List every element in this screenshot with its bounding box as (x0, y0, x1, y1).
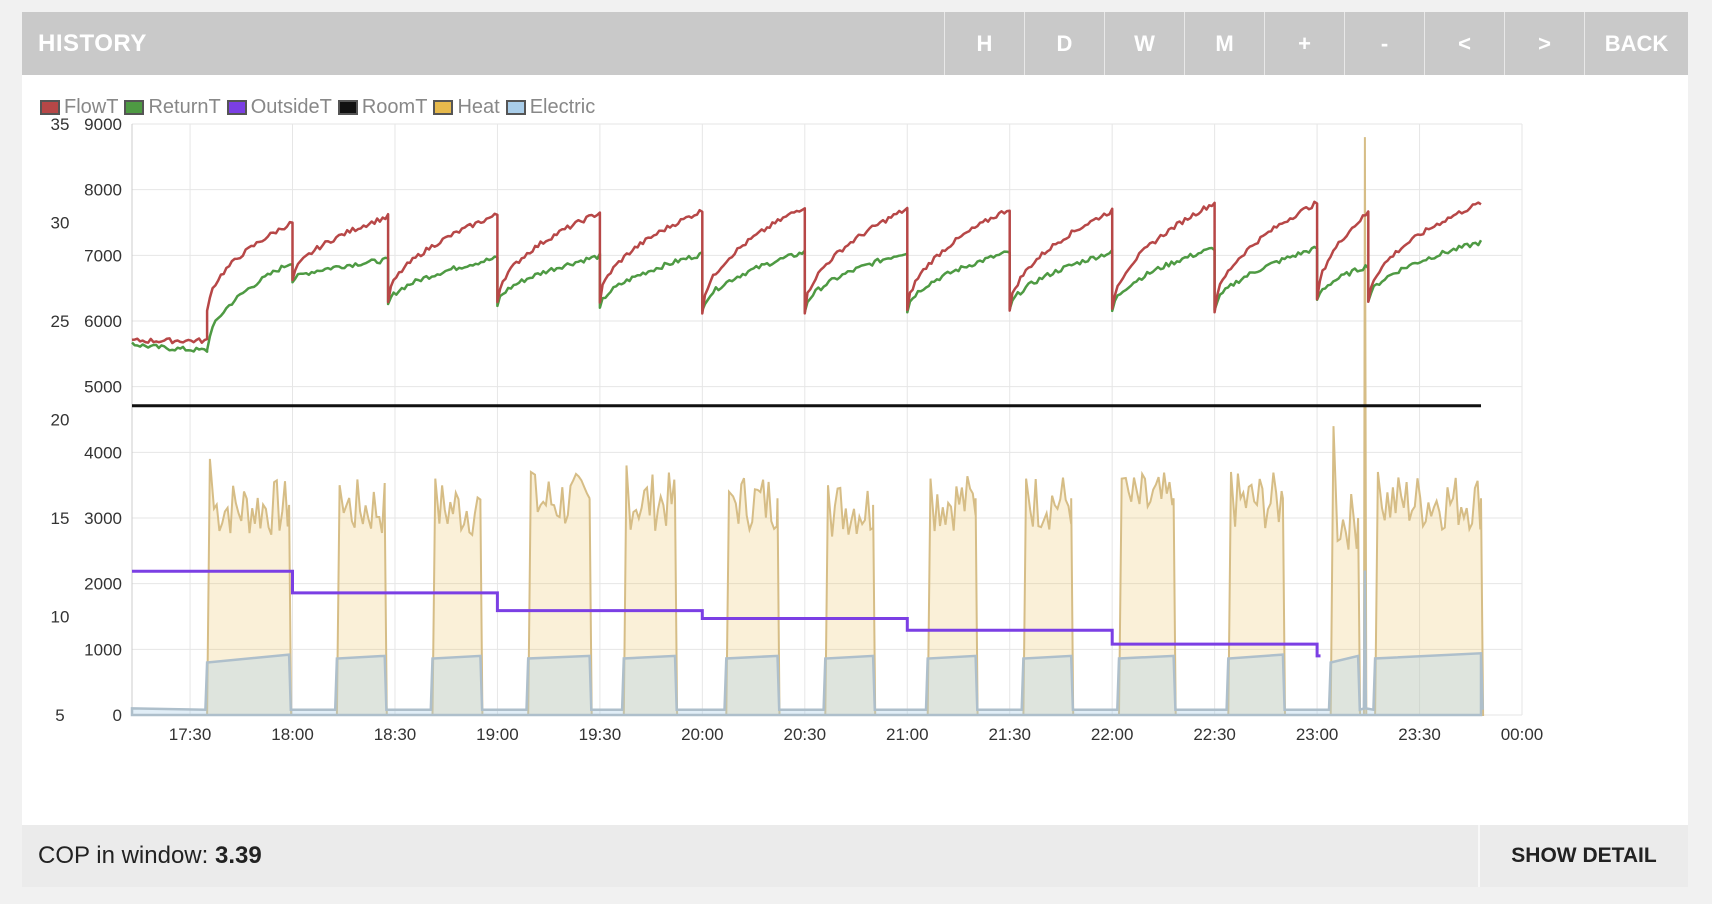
y-right-tick-label: 0 (113, 706, 122, 725)
y-right-tick-label: 4000 (84, 443, 122, 462)
y-left-tick-label: 30 (51, 214, 70, 233)
flowt-series-line (131, 200, 1482, 345)
x-tick-label: 21:30 (988, 725, 1031, 744)
y-right-tick-label: 9000 (84, 115, 122, 134)
y-left-tick-label: 20 (51, 411, 70, 430)
legend-item-roomt[interactable]: RoomT (337, 95, 428, 119)
legend-item-outsidet[interactable]: OutsideT (226, 95, 332, 119)
legend-label-flowt: FlowT (64, 95, 119, 118)
legend-label-heat: Heat (457, 95, 500, 118)
x-tick-label: 20:30 (784, 725, 827, 744)
legend-label-electric: Electric (529, 95, 596, 118)
legend-label-roomt: RoomT (361, 95, 428, 118)
day-button[interactable]: D (1024, 12, 1104, 75)
pan-right-button[interactable]: > (1504, 12, 1584, 75)
back-button[interactable]: BACK (1584, 12, 1688, 75)
x-tick-label: 20:00 (681, 725, 724, 744)
hour-button[interactable]: H (944, 12, 1024, 75)
heat-swatch (433, 99, 454, 115)
x-tick-label: 19:30 (579, 725, 622, 744)
legend-item-flowt[interactable]: FlowT (40, 96, 118, 119)
pan-left-button[interactable]: < (1424, 12, 1504, 75)
y-left-tick-label: 10 (51, 608, 70, 627)
cop-label: COP in window: (38, 842, 209, 869)
y-right-tick-label: 7000 (84, 246, 122, 265)
electric-series-area (130, 570, 1484, 717)
x-tick-label: 22:30 (1193, 725, 1236, 744)
chart-legend: FlowT ReturnT OutsideT RoomT Heat Electr… (40, 94, 601, 120)
footer-bar: COP in window: 3.39 SHOW DETAIL (22, 825, 1688, 887)
month-button[interactable]: M (1184, 12, 1264, 75)
x-tick-label: 21:00 (886, 725, 929, 744)
heat-series-area (132, 137, 1485, 716)
y-left-tick-label: 15 (51, 509, 70, 528)
returnt-swatch (124, 99, 145, 115)
y-right-tick-label: 5000 (84, 378, 122, 397)
electric-swatch (505, 99, 526, 115)
cop-value: 3.39 (214, 842, 262, 869)
cop-summary: COP in window: 3.39 (38, 825, 262, 887)
zoom-out-button[interactable]: - (1344, 12, 1424, 75)
page-title: HISTORY (38, 30, 147, 57)
x-tick-label: 18:30 (374, 725, 417, 744)
y-left-tick-label: 35 (51, 115, 70, 134)
toolbar: H D W M + - < > BACK (944, 12, 1688, 75)
legend-item-returnt[interactable]: ReturnT (124, 95, 221, 119)
x-tick-label: 18:00 (271, 725, 314, 744)
outsidet-series-line (132, 569, 1321, 658)
history-chart[interactable]: 0 1000 2000 3000 4000 5000 6000 7000 8000 9000 5 10… (22, 12, 1688, 822)
legend-item-heat[interactable]: Heat (433, 95, 500, 119)
y-left-tick-label: 5 (55, 706, 64, 725)
x-tick-label: 23:00 (1296, 725, 1339, 744)
history-panel: HISTORY H D W M + - < > BACK FlowT Retur… (22, 12, 1688, 887)
show-detail-button[interactable]: SHOW DETAIL (1478, 825, 1688, 887)
zoom-in-button[interactable]: + (1264, 12, 1344, 75)
y-left-tick-label: 25 (51, 312, 70, 331)
legend-label-returnt: ReturnT (148, 95, 221, 118)
outsidet-swatch (226, 99, 247, 115)
y-right-tick-label: 3000 (84, 509, 122, 528)
header-bar: HISTORY H D W M + - < > BACK (22, 12, 1688, 75)
y-right-tick-label: 6000 (84, 312, 122, 331)
x-tick-label: 19:00 (476, 725, 519, 744)
x-tick-label: 17:30 (169, 725, 212, 744)
x-tick-label: 23:30 (1398, 725, 1441, 744)
roomt-swatch (337, 99, 358, 115)
x-tick-label: 22:00 (1091, 725, 1134, 744)
x-tick-label: 00:00 (1501, 725, 1544, 744)
y-right-tick-label: 8000 (84, 181, 122, 200)
y-right-tick-label: 1000 (84, 640, 122, 659)
week-button[interactable]: W (1104, 12, 1184, 75)
y-right-tick-label: 2000 (84, 575, 122, 594)
legend-item-electric[interactable]: Electric (505, 95, 596, 119)
legend-label-outsidet: OutsideT (250, 95, 332, 118)
flowt-swatch (40, 99, 60, 115)
